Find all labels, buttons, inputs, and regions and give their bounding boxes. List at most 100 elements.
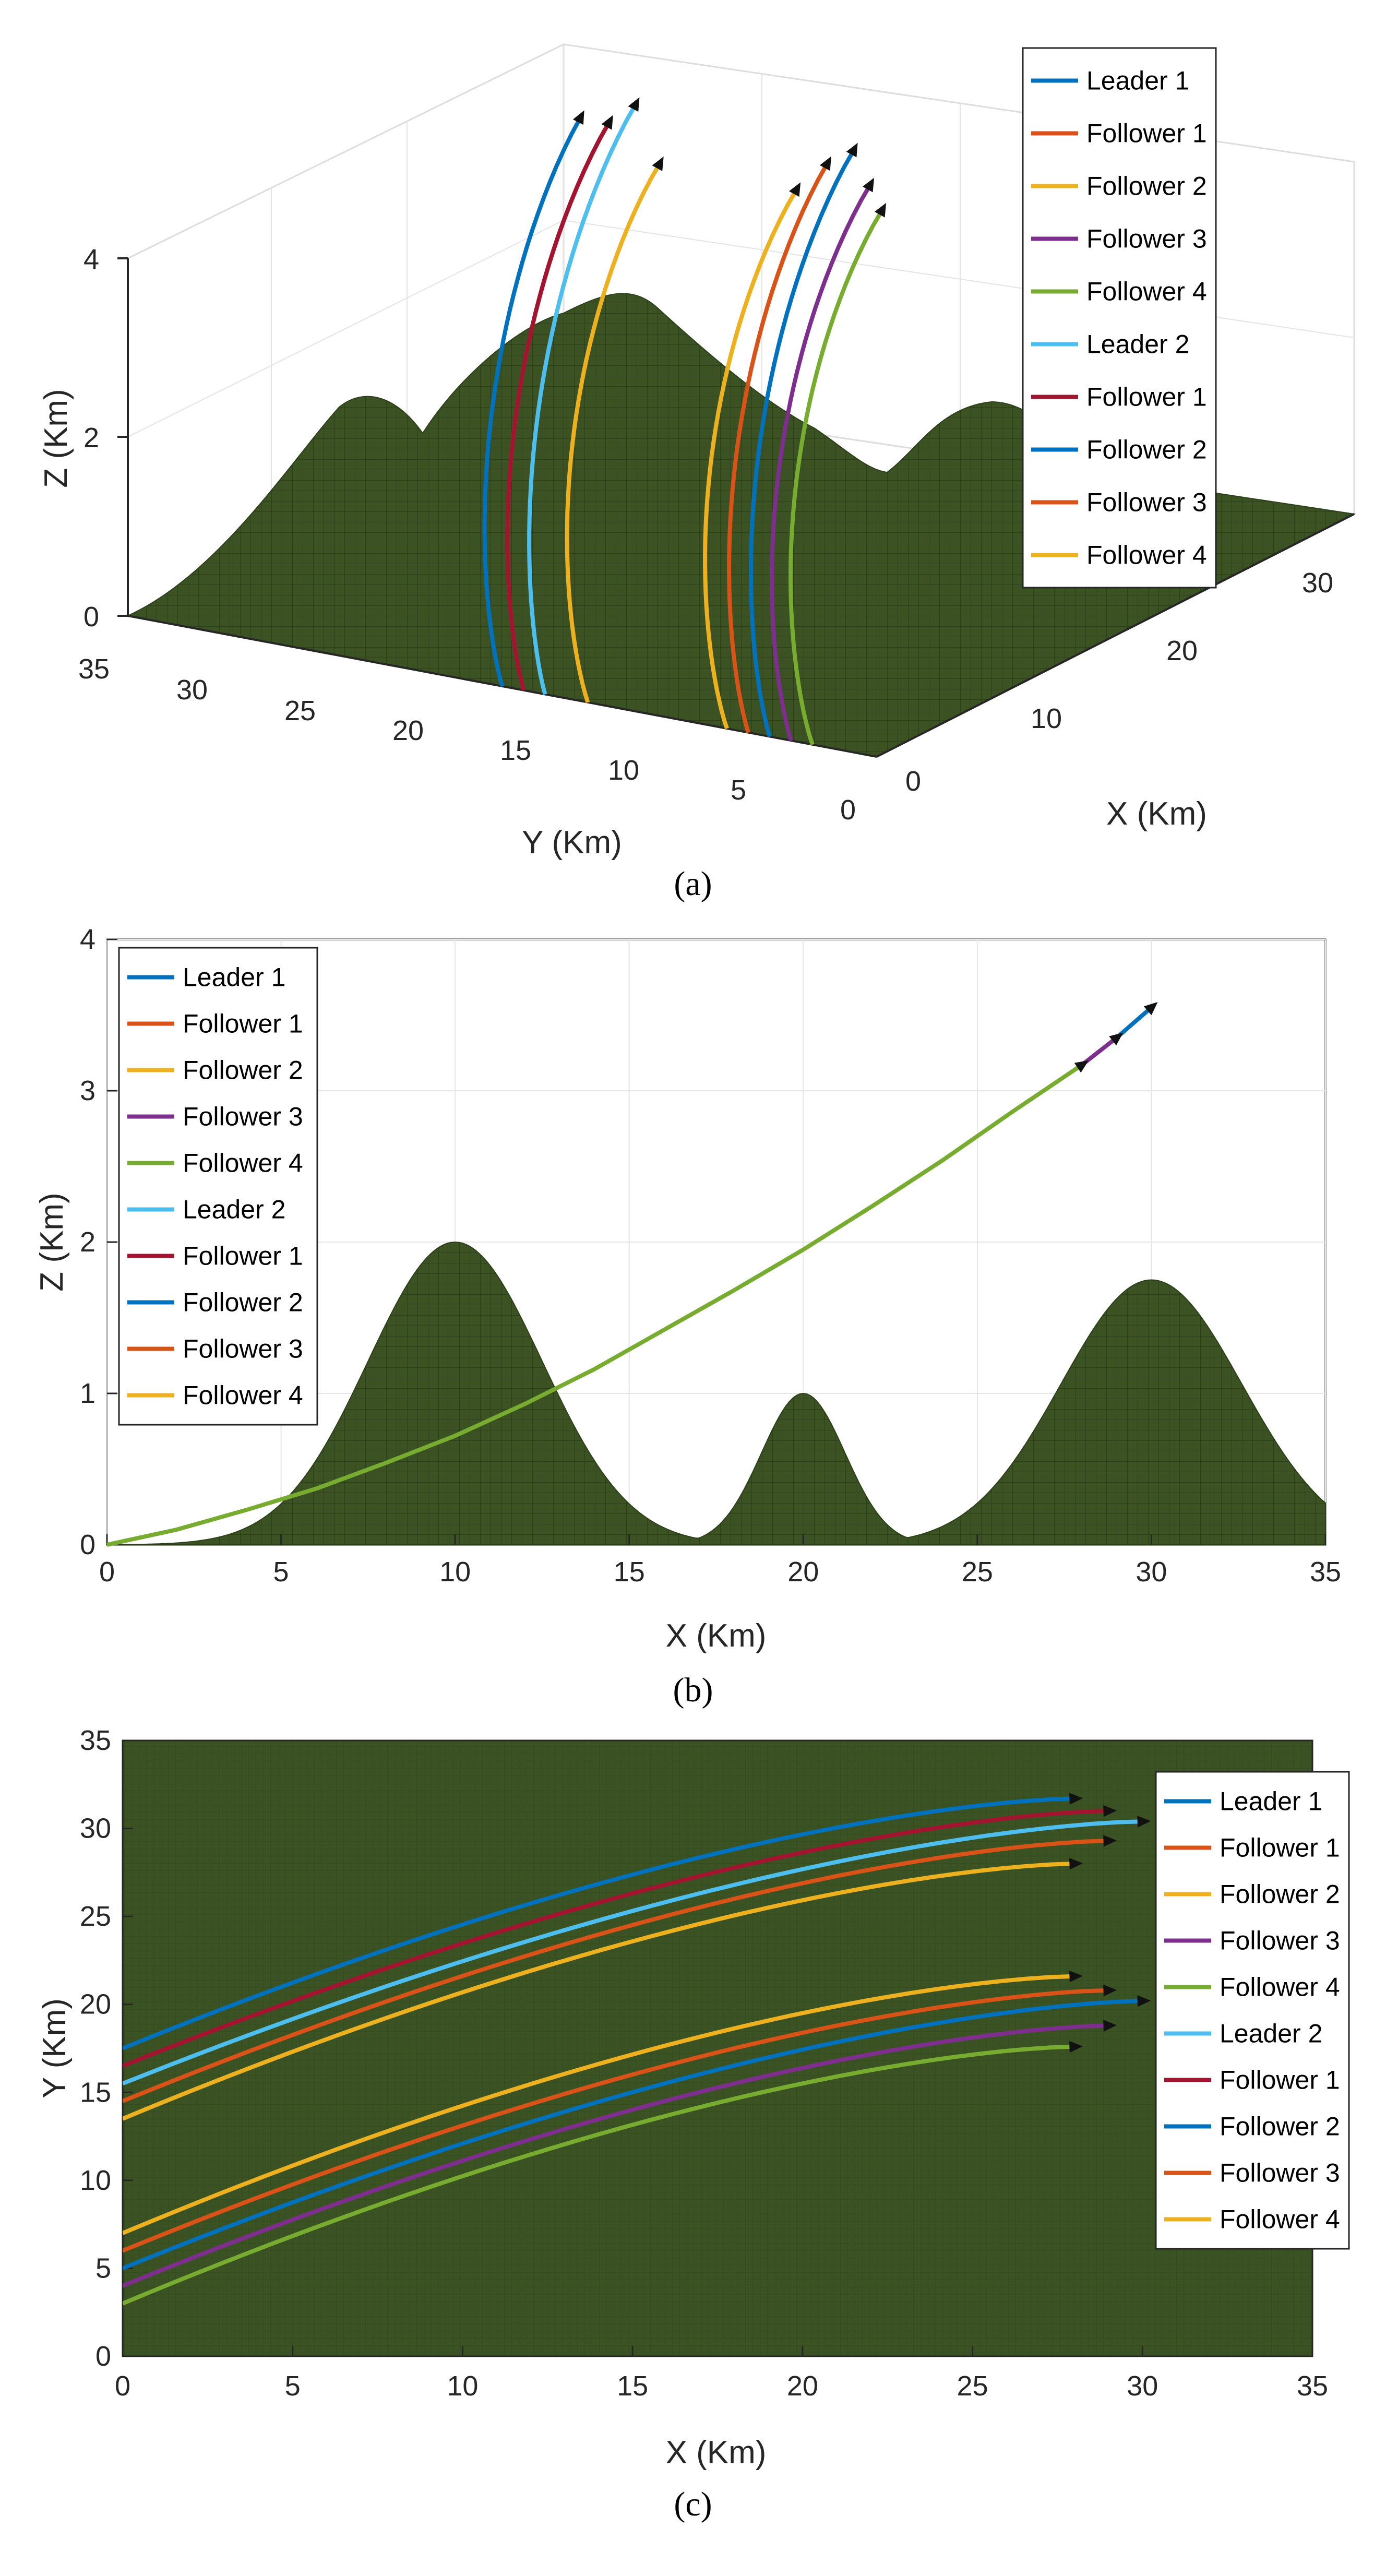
y-tick-label: 15: [500, 735, 531, 766]
x-axis-label-b: X (Km): [666, 1618, 767, 1654]
terrain-profile: [106, 1241, 1326, 1545]
trajectory-xy: [123, 1839, 1109, 2103]
x-tick-label: 30: [1127, 2370, 1158, 2402]
legend-label: Leader 2: [183, 1195, 285, 1224]
z-axis-label: Z (Km): [38, 389, 74, 487]
trajectory-3d: [505, 121, 611, 691]
trajectory-3d: [748, 149, 856, 737]
trajectory-3d: [788, 209, 884, 746]
x-tick-label: 25: [957, 2370, 988, 2402]
y-tick-label: 30: [80, 1813, 111, 1844]
legend-label: Follower 3: [1220, 2158, 1340, 2188]
trajectory-xy: [123, 2023, 1109, 2288]
arrowhead: [572, 110, 584, 125]
y-tick-label: 10: [80, 2165, 111, 2196]
legend-label: Follower 3: [1086, 488, 1207, 517]
x-tick-label: 20: [787, 1556, 819, 1588]
y-tick-label: 20: [80, 1989, 111, 2020]
legend-box: [1155, 1771, 1350, 2250]
trajectory-xz-segment: [1115, 1006, 1153, 1040]
legend-label: Follower 2: [1086, 172, 1207, 201]
legend-label: Follower 1: [183, 1242, 303, 1271]
y-tick-label: 0: [840, 794, 856, 826]
x-tick-label: 20: [1166, 635, 1198, 666]
arrowhead: [788, 182, 801, 197]
caption-b: (b): [673, 1671, 713, 1709]
trajectory-xy: [123, 1988, 1109, 2253]
arrowhead: [1109, 1032, 1124, 1046]
legend-box: [1022, 47, 1217, 589]
x-tick-label: 10: [1031, 703, 1062, 734]
legend-label: Follower 3: [1220, 1926, 1340, 1955]
arrowhead: [846, 142, 858, 158]
y-tick-label: 0: [95, 2341, 111, 2372]
x-tick-label: 10: [447, 2370, 478, 2402]
arrowhead: [1069, 2041, 1083, 2053]
y-tick-label: 0: [80, 1529, 95, 1560]
legend-label: Follower 2: [1220, 1880, 1340, 1909]
panel-a-3d: 0 2 4 Z (Km) 35 30 25 20 15 10 5 0 Y (Km…: [38, 43, 1356, 861]
x-tick-label: 20: [787, 2370, 818, 2402]
x-tick-label: 35: [1297, 2370, 1328, 2402]
arrowhead: [628, 97, 640, 112]
legend-label: Follower 4: [1220, 1973, 1340, 2002]
x-ticks: 0 10 20 30: [905, 567, 1333, 797]
legend-label: Leader 1: [183, 963, 285, 992]
panel-c-xy: 0 5 10 15 20 25 30 35 0 5 10 15 20 25 30 35 X (Km) Y (K…: [37, 1725, 1350, 2471]
x-tick-label: 30: [1302, 567, 1333, 599]
trajectory-xz-segment: [1080, 1036, 1118, 1067]
y-axis-label-c: Y (Km): [37, 1998, 73, 2098]
arrowhead: [1103, 2020, 1117, 2032]
legend-label: Follower 3: [183, 1102, 303, 1131]
legend-a: Leader 1 Follower 1 Follower 2 Follower 3 Fo…: [1022, 47, 1217, 589]
arrowhead: [1069, 1793, 1083, 1805]
arrowhead: [862, 177, 875, 193]
arrowhead: [1069, 1970, 1083, 1983]
y-tick-label: 5: [95, 2252, 111, 2284]
trajectory-3d: [565, 162, 662, 703]
trajectory-xy: [123, 1974, 1075, 2235]
y-tick-label: 35: [78, 653, 110, 685]
trajectory-3d: [527, 103, 638, 695]
arrowhead: [1103, 1835, 1117, 1847]
arrowhead: [1074, 1060, 1089, 1073]
y-tick-label: 5: [731, 774, 746, 806]
trajectory-xy: [123, 1796, 1075, 2050]
y-tick-label: 4: [80, 924, 95, 955]
x-axis-label: X (Km): [1106, 796, 1207, 832]
legend-b: Leader 1 Follower 1 Follower 2 Follower 3 Fo…: [118, 947, 318, 1426]
x-axis-label-c: X (Km): [666, 2435, 767, 2471]
z-tick-label: 2: [83, 422, 99, 454]
y-tick-label: 10: [608, 755, 639, 786]
arrowhead: [1137, 1816, 1151, 1828]
x-tick-label: 10: [439, 1556, 471, 1588]
y-tick-label: 30: [176, 674, 208, 706]
legend-label: Follower 2: [1086, 435, 1207, 464]
x-tick-label: 0: [99, 1556, 115, 1588]
terrain-surface: [126, 293, 1356, 758]
x-tick-label: 15: [614, 1556, 645, 1588]
legend-label: Follower 4: [183, 1381, 303, 1410]
y-tick-label: 2: [80, 1226, 95, 1258]
y-tick-label: 25: [284, 695, 316, 726]
legend-label: Follower 1: [1220, 2066, 1340, 2095]
legend-label: Follower 2: [183, 1288, 303, 1317]
trajectory-xz: [106, 1063, 1083, 1547]
x-tick-label: 25: [962, 1556, 993, 1588]
legend-label: Follower 4: [1086, 277, 1207, 306]
trajectory-xy: [123, 2044, 1075, 2306]
y-tick-label: 20: [392, 715, 424, 746]
ticks-b: 0 5 10 15 20 25 30 35 0 1 2 3 4: [80, 924, 1341, 1588]
arrowhead: [1103, 1805, 1117, 1817]
x-tick-label: 0: [115, 2370, 130, 2402]
legend-box: [118, 947, 318, 1426]
x-tick-label: 30: [1136, 1556, 1167, 1588]
z-axis-label-b: Z (Km): [34, 1192, 70, 1291]
legend-label: Follower 3: [183, 1334, 303, 1364]
y-tick-label: 1: [80, 1378, 95, 1409]
trajectory-3d: [703, 188, 798, 730]
arrowhead: [652, 156, 664, 171]
x-tick-label: 5: [285, 2370, 301, 2402]
trajectories-3d: [482, 97, 887, 746]
legend-label: Follower 4: [1086, 541, 1207, 570]
